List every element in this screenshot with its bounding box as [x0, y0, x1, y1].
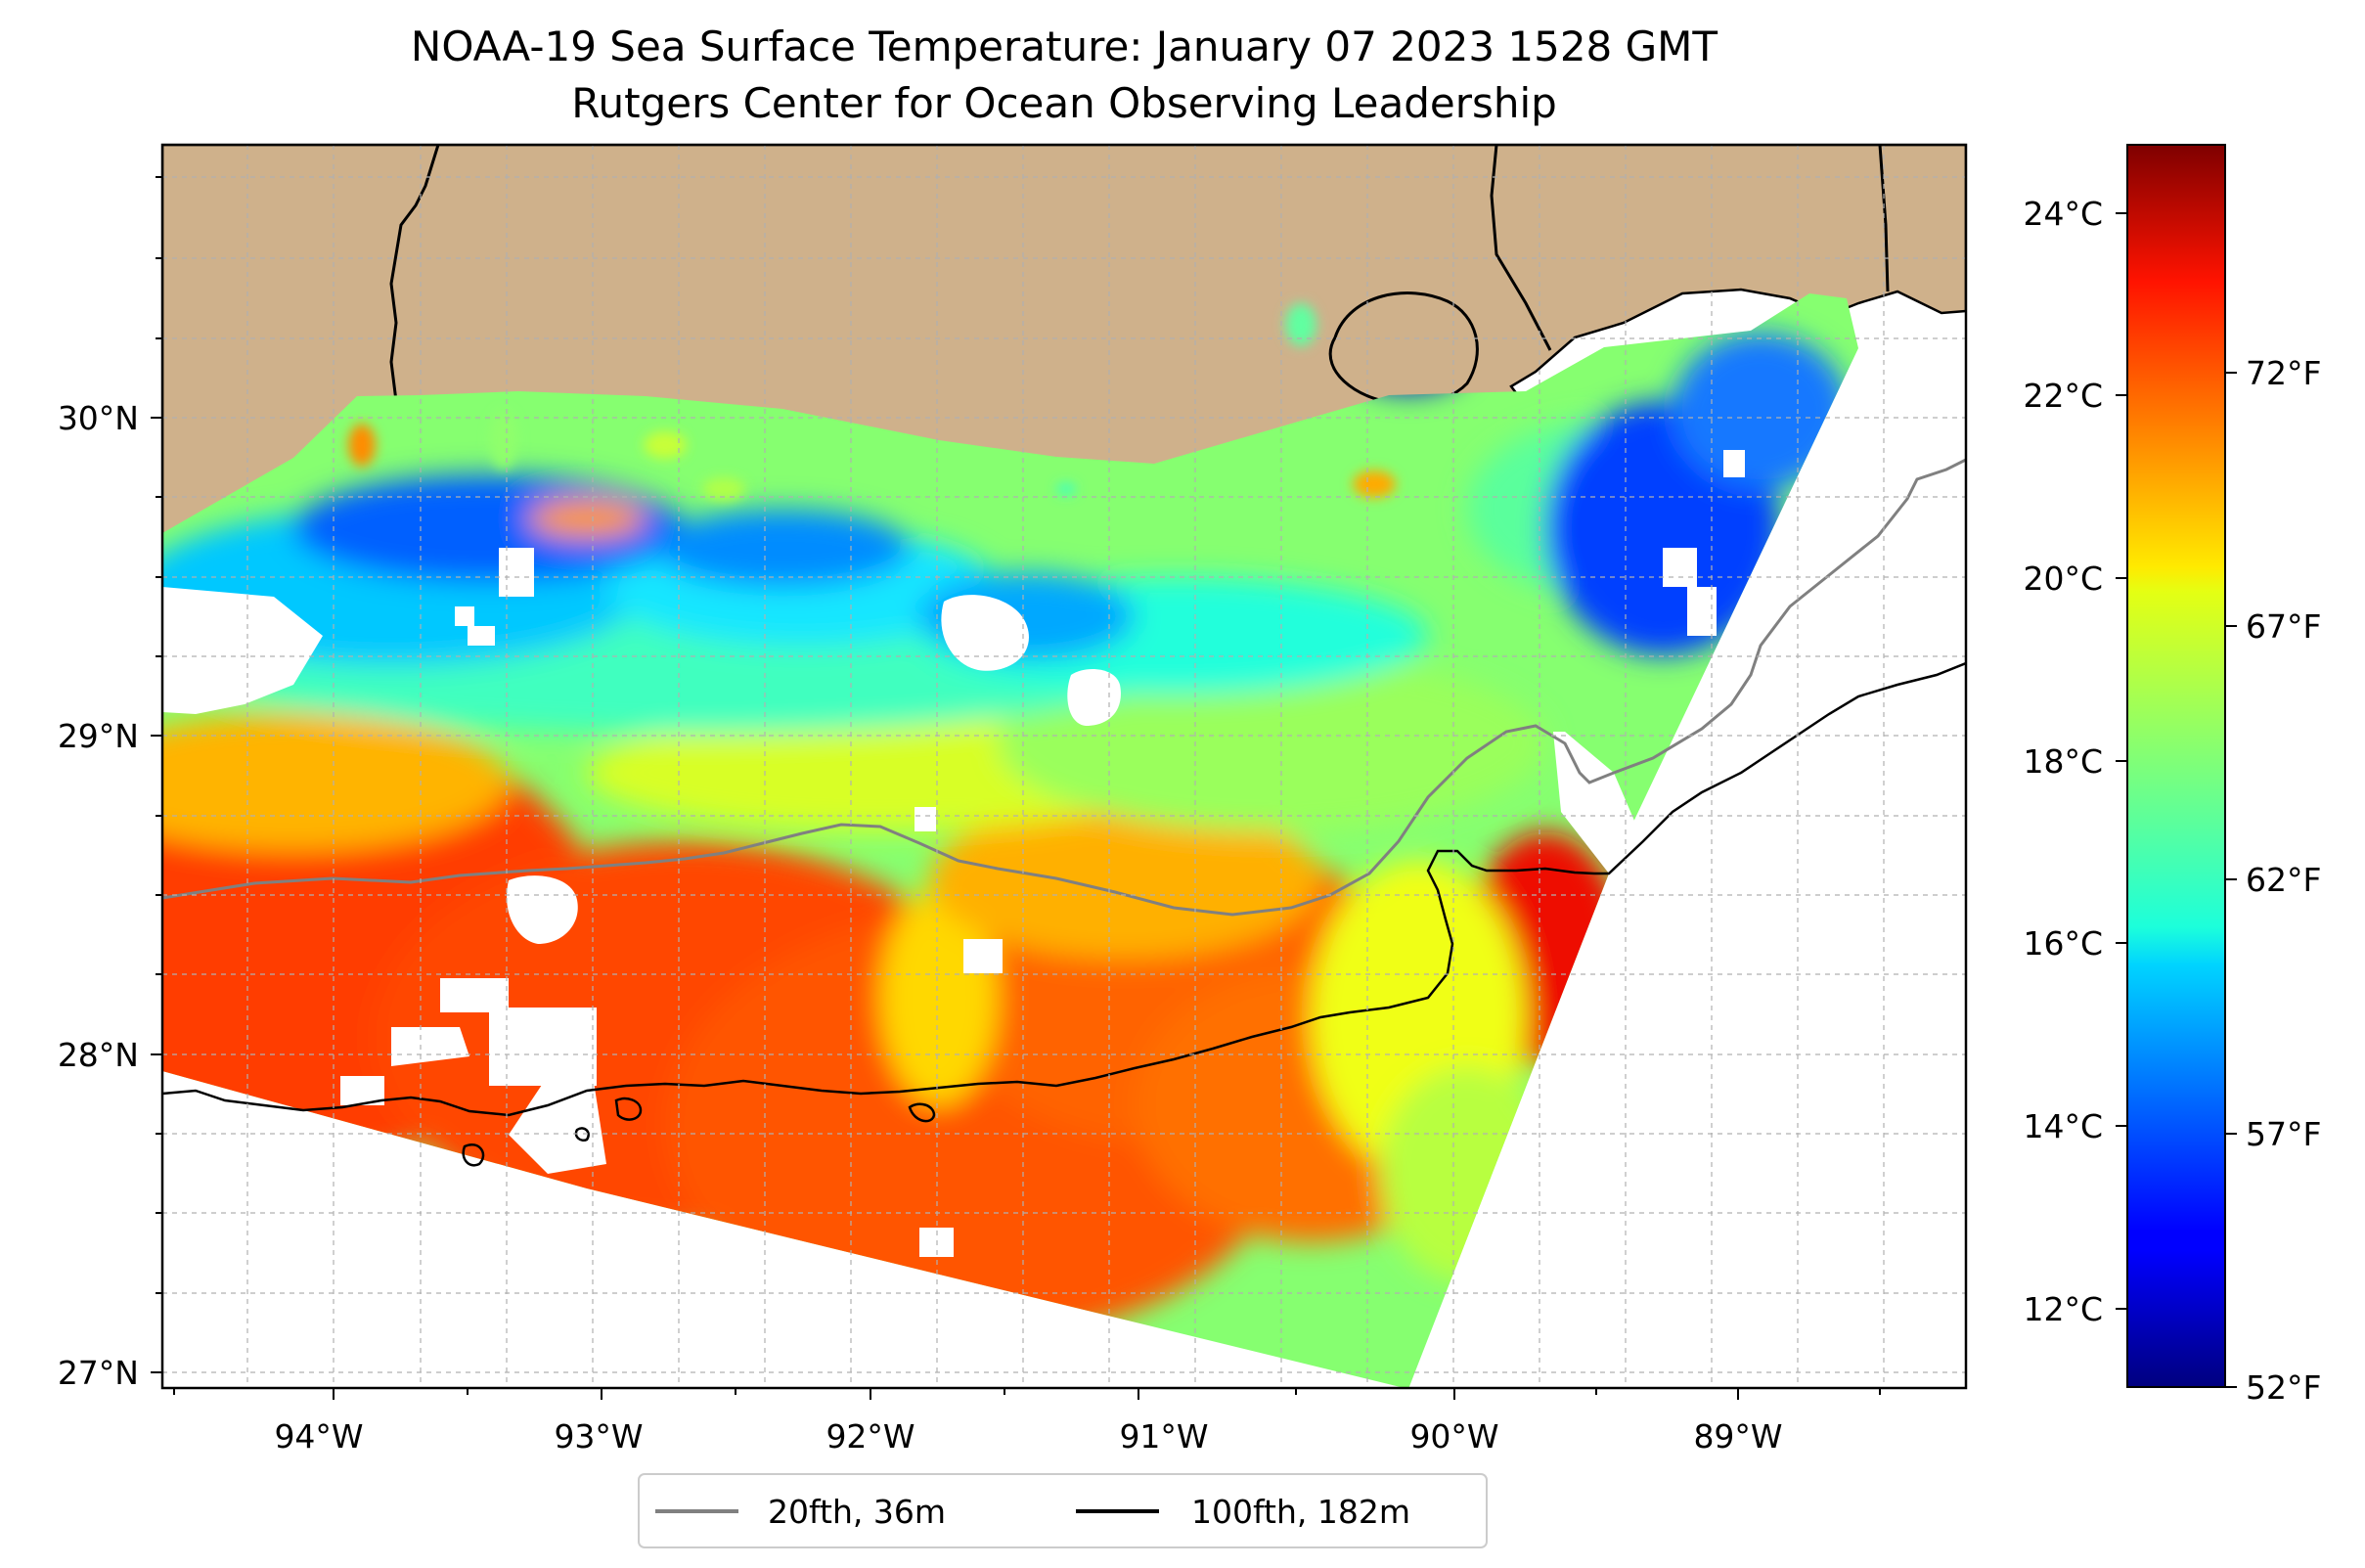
x-tick-label: 93°W — [554, 1417, 643, 1456]
legend: 20fth, 36m 100fth, 182m — [638, 1473, 1488, 1548]
colorbar-celsius-label: 18°C — [2023, 742, 2103, 781]
x-tick-label: 92°W — [826, 1417, 915, 1456]
colorbar-celsius-label: 12°C — [2023, 1290, 2103, 1328]
x-tick-label: 91°W — [1119, 1417, 1208, 1456]
x-tick-label: 94°W — [274, 1417, 363, 1456]
colorbar-celsius-ticks — [2116, 212, 2127, 1310]
legend-box — [638, 1473, 1488, 1548]
colorbar-celsius-label: 20°C — [2023, 560, 2103, 598]
state-border — [1490, 145, 1552, 351]
cloud-mask — [162, 450, 1745, 1257]
isobath-100fth — [162, 661, 1966, 1117]
colorbar-celsius-label: 22°C — [2023, 377, 2103, 415]
colorbar-fahrenheit-label: 57°F — [2246, 1115, 2321, 1153]
x-tick-label: 89°W — [1693, 1417, 1782, 1456]
colorbar-fahrenheit-label: 62°F — [2246, 861, 2321, 899]
x-tick-label: 90°W — [1409, 1417, 1498, 1456]
y-tick-label: 30°N — [58, 399, 139, 437]
chart-title: NOAA-19 Sea Surface Temperature: January… — [411, 22, 1718, 70]
legend-label-100fth: 100fth, 182m — [1191, 1493, 1410, 1531]
chart-subtitle: Rutgers Center for Ocean Observing Leade… — [571, 79, 1557, 127]
colorbar-celsius-label: 14°C — [2023, 1107, 2103, 1145]
lake — [1328, 291, 1479, 406]
legend-label-20fth: 20fth, 36m — [768, 1493, 946, 1531]
y-tick-label: 27°N — [58, 1354, 139, 1392]
isobath-20fth — [162, 458, 1966, 917]
colorbar-fahrenheit-ticks — [2225, 372, 2237, 1388]
state-border — [1878, 145, 1890, 292]
colorbar-fahrenheit-label: 72°F — [2246, 354, 2321, 392]
map-panel — [162, 145, 1966, 1388]
gridlines — [162, 145, 1966, 1388]
colorbar-fahrenheit-label: 67°F — [2246, 607, 2321, 646]
y-tick-label: 28°N — [58, 1036, 139, 1074]
y-tick-label: 29°N — [58, 717, 139, 755]
map-frame — [160, 143, 1968, 1390]
axis-tick-marks — [151, 176, 1881, 1400]
nearshore-sst-fragments — [348, 303, 1396, 501]
colorbar-celsius-label: 24°C — [2023, 195, 2103, 233]
colorbar: 12°C 14°C 16°C 18°C 20°C 22°C 24°C 52°F … — [2023, 144, 2321, 1407]
isobath-100fth-islands — [462, 1097, 936, 1167]
colorbar-gradient — [2126, 144, 2226, 1388]
colorbar-fahrenheit-label: 52°F — [2246, 1368, 2321, 1407]
colorbar-celsius-label: 16°C — [2023, 924, 2103, 963]
